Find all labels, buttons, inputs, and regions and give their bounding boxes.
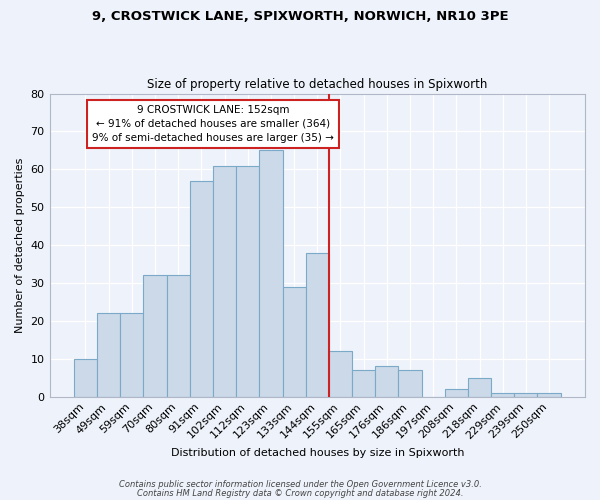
Bar (398, 370, 422, 396)
Bar (352, 370, 375, 396)
Y-axis label: Number of detached properties: Number of detached properties (15, 158, 25, 333)
Bar (305, 252, 329, 396)
Bar (97, 314, 120, 396)
Bar (120, 314, 143, 396)
X-axis label: Distribution of detached houses by size in Spixworth: Distribution of detached houses by size … (170, 448, 464, 458)
Bar (514, 393, 538, 396)
Bar (213, 166, 236, 396)
Bar (283, 287, 305, 397)
Text: Contains HM Land Registry data © Crown copyright and database right 2024.: Contains HM Land Registry data © Crown c… (137, 488, 463, 498)
Bar (445, 389, 468, 396)
Bar (375, 366, 398, 396)
Bar (190, 180, 213, 396)
Bar (74, 359, 97, 397)
Bar (538, 393, 560, 396)
Bar (259, 150, 283, 396)
Text: 9 CROSTWICK LANE: 152sqm
← 91% of detached houses are smaller (364)
9% of semi-d: 9 CROSTWICK LANE: 152sqm ← 91% of detach… (92, 105, 334, 143)
Text: Contains public sector information licensed under the Open Government Licence v3: Contains public sector information licen… (119, 480, 481, 489)
Bar (236, 166, 259, 396)
Bar (468, 378, 491, 396)
Bar (491, 393, 514, 396)
Title: Size of property relative to detached houses in Spixworth: Size of property relative to detached ho… (147, 78, 487, 91)
Bar (167, 276, 190, 396)
Text: 9, CROSTWICK LANE, SPIXWORTH, NORWICH, NR10 3PE: 9, CROSTWICK LANE, SPIXWORTH, NORWICH, N… (92, 10, 508, 23)
Bar (329, 351, 352, 397)
Bar (143, 276, 167, 396)
